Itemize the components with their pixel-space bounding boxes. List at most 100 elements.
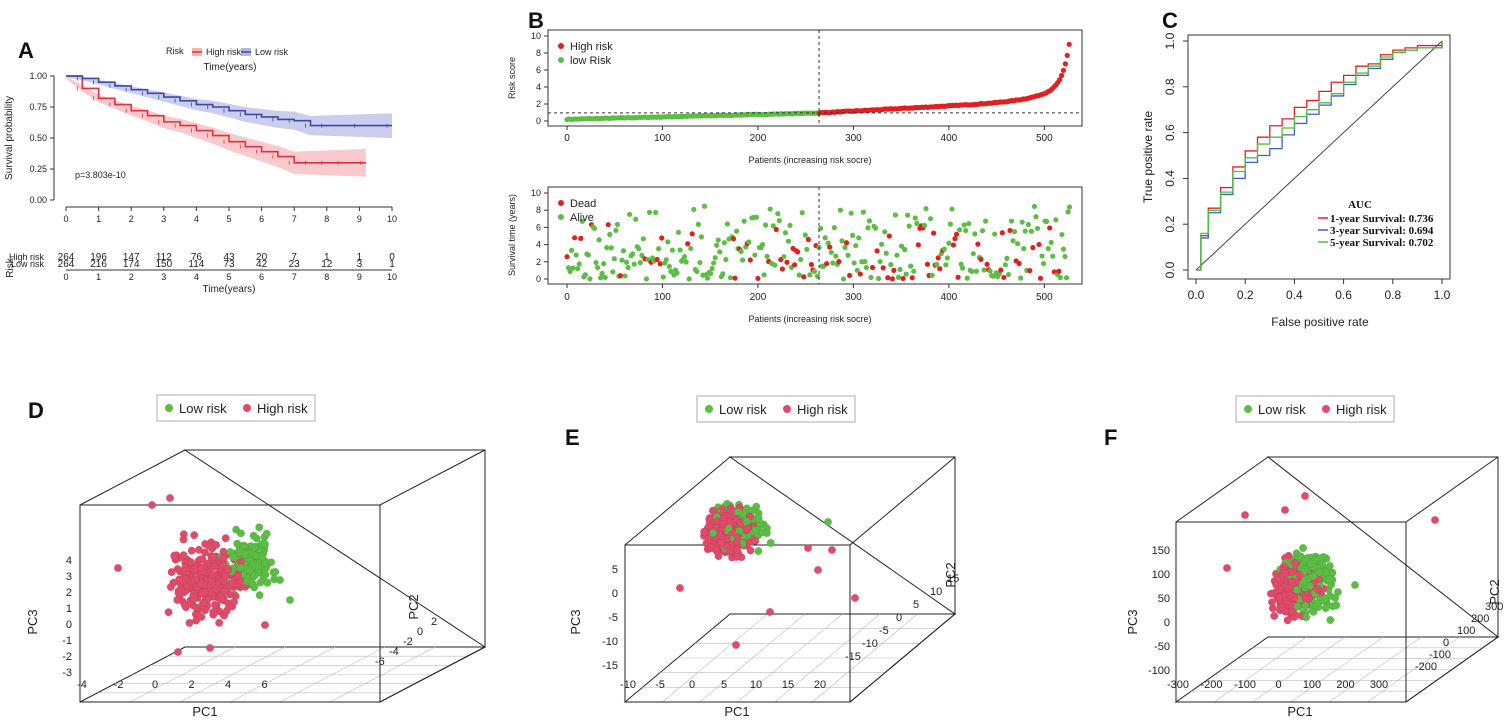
survival-point (1060, 246, 1067, 252)
survival-point (1059, 231, 1065, 238)
survival-point (851, 260, 857, 266)
y-axis-label: True positive rate (1141, 111, 1155, 204)
x-axis-label: False positive rate (1271, 315, 1369, 329)
panel-label-b: B (528, 8, 544, 33)
risk-x-tick-label: 7 (292, 272, 297, 282)
survival-point (598, 275, 604, 281)
pca-point (1273, 579, 1282, 588)
x-tick-label: -300 (1167, 679, 1189, 691)
legend-label-alive: Alive (570, 212, 594, 224)
pca-point (1325, 561, 1334, 570)
pca-point (1292, 585, 1301, 594)
survival-point (1008, 218, 1015, 224)
pca-point (224, 566, 233, 575)
survival-point (723, 256, 729, 263)
risk-count: 73 (223, 259, 235, 270)
survival-point (591, 225, 598, 231)
survival-point (775, 211, 781, 217)
survival-point (905, 212, 911, 218)
pca-point (261, 570, 270, 579)
survival-point (688, 245, 694, 252)
survival-point (752, 252, 758, 258)
pca-point (1331, 593, 1340, 602)
z-tick-label: -100 (1429, 649, 1451, 661)
pca-point (1325, 575, 1334, 584)
survival-point (901, 246, 908, 253)
survival-point (807, 272, 813, 278)
pca-point (241, 550, 250, 559)
depth-edge (1175, 456, 1269, 523)
y-tick-label: -50 (1154, 641, 1170, 653)
survival-point (770, 223, 776, 229)
depth-edge (849, 456, 956, 546)
panel-c-roc-plot: 0.0 0.2 0.4 0.6 0.8 1.0 0.0 0.2 0.4 0.6 0.8 1.0 Fals… (1141, 32, 1451, 329)
survival-point (654, 256, 660, 263)
survival-point (715, 237, 721, 243)
survival-point (665, 239, 671, 245)
risk-count: 216 (90, 259, 107, 270)
survival-point (576, 261, 582, 267)
z-tick-label: 0 (417, 626, 423, 638)
x-tick-label: 300 (845, 292, 862, 303)
survival-point (1047, 225, 1053, 231)
survival-point (604, 245, 610, 251)
y-tick-label: 4 (536, 240, 541, 250)
survival-point (782, 230, 789, 236)
survival-point (842, 244, 848, 250)
x-tick-label: 0.8 (1384, 288, 1401, 302)
pca-point (219, 561, 228, 570)
x-tick-label: -200 (1200, 679, 1222, 691)
y-axis-label: PC3 (568, 609, 583, 634)
survival-point (998, 267, 1004, 273)
survival-point (865, 225, 871, 231)
pca-point (1299, 544, 1308, 553)
survival-point (843, 240, 850, 246)
survival-point (903, 271, 909, 277)
pca-point (1302, 613, 1311, 622)
pca-point (732, 546, 741, 555)
survival-point (915, 242, 921, 248)
y-tick-label: 100 (1152, 569, 1170, 581)
x-tick-label: 200 (1336, 679, 1354, 691)
survival-point (646, 209, 653, 215)
pca-point (200, 588, 209, 597)
pca-point (236, 529, 245, 538)
pca-point (742, 517, 751, 526)
x-tick-label: -2 (114, 679, 124, 691)
survival-point (657, 261, 663, 267)
survival-point (709, 265, 715, 272)
risk-count: 196 (90, 252, 107, 263)
z-tick-label: 100 (1457, 625, 1475, 637)
survival-point (755, 275, 761, 282)
pca-point (212, 584, 221, 593)
survival-point (568, 247, 575, 253)
pca-point (187, 546, 196, 555)
survival-point (767, 206, 773, 212)
pca-point (1278, 602, 1287, 611)
pca-point (166, 583, 175, 592)
ci-band-high (66, 76, 366, 177)
depth-edge (1405, 456, 1499, 523)
pca-point (210, 600, 219, 609)
legend-label-1: 1-year Survival: 0.736 (1330, 213, 1434, 225)
pca-point (286, 596, 295, 605)
legend-dot-dead (558, 200, 564, 206)
x-tick-label: 0 (63, 214, 68, 224)
risk-x-tick-label: 8 (324, 272, 329, 282)
survival-point (827, 244, 833, 250)
panel-label-e: E (565, 425, 580, 450)
survival-point (952, 236, 958, 242)
survival-point (856, 235, 862, 241)
y-tick-label: 2 (66, 587, 72, 599)
pca-point (1288, 578, 1297, 587)
risk-count: 42 (256, 259, 268, 270)
survival-point (753, 214, 760, 220)
survival-point (876, 275, 882, 282)
x-tick-label: 0 (564, 292, 570, 303)
survival-point (987, 268, 993, 274)
survival-point (607, 231, 613, 238)
x-tick-label: 5 (721, 679, 727, 691)
depth-edge (79, 449, 186, 506)
survival-point (593, 259, 599, 266)
legend-dot-low (165, 404, 173, 412)
